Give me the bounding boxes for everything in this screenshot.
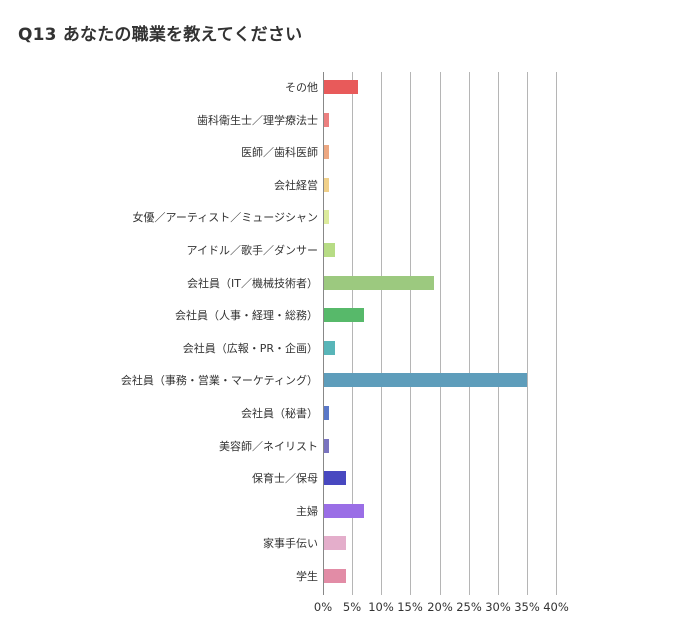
gridline (527, 72, 528, 595)
category-label: 学生 (296, 570, 318, 583)
bar (324, 569, 347, 583)
x-tick-label: 25% (456, 600, 482, 614)
gridline (469, 72, 470, 595)
bar (324, 80, 358, 94)
category-label: 会社員（事務・営業・マーケティング） (120, 374, 318, 388)
gridline (352, 72, 353, 595)
bar (324, 177, 329, 192)
x-tick-label: 0% (313, 600, 333, 614)
x-tick-label: 30% (485, 600, 511, 614)
category-label: 主婦 (296, 504, 318, 518)
x-tick-label: 15% (397, 600, 423, 614)
category-label: 保育士／保母 (252, 472, 318, 486)
gridline (440, 72, 441, 595)
category-label: 医師／歯科医師 (241, 146, 318, 160)
bar (324, 275, 434, 290)
bar (324, 406, 329, 420)
bar (324, 503, 364, 518)
category-label: 会社員（秘書） (241, 407, 318, 420)
category-label: その他 (285, 81, 318, 94)
bar (324, 210, 329, 225)
gridline (410, 72, 411, 595)
category-label: アイドル／歌手／ダンサー (186, 244, 318, 257)
bar (324, 536, 347, 551)
x-tick-label: 35% (514, 600, 540, 614)
category-label: 会社員（広報・PR・企画） (182, 341, 318, 355)
y-axis-line (323, 72, 324, 595)
bar (324, 112, 329, 127)
x-tick-label: 5% (342, 600, 362, 614)
bar (324, 243, 335, 257)
gridline (498, 72, 499, 595)
category-label: 歯科衛生士／理学療法士 (197, 113, 318, 127)
chart-title: Q13 あなたの職業を教えてください (18, 25, 303, 45)
category-label: 女優／アーティスト／ミュージシャン (132, 211, 318, 225)
bar (324, 340, 335, 355)
x-tick-label: 40% (543, 600, 569, 614)
bar (324, 308, 364, 323)
bar (324, 438, 329, 453)
category-label: 家事手伝い (263, 537, 318, 551)
category-label: 会社員（IT／機械技術者） (187, 276, 318, 290)
category-label: 会社経営 (274, 178, 318, 192)
gridline (381, 72, 382, 595)
category-label: 会社員（人事・経理・総務） (175, 309, 318, 323)
gridline (556, 72, 557, 595)
x-tick-label: 20% (427, 600, 453, 614)
x-tick-label: 10% (368, 600, 394, 614)
category-label: 美容師／ネイリスト (219, 439, 318, 453)
bar (324, 145, 329, 160)
bar (324, 471, 347, 486)
bar (324, 373, 527, 388)
